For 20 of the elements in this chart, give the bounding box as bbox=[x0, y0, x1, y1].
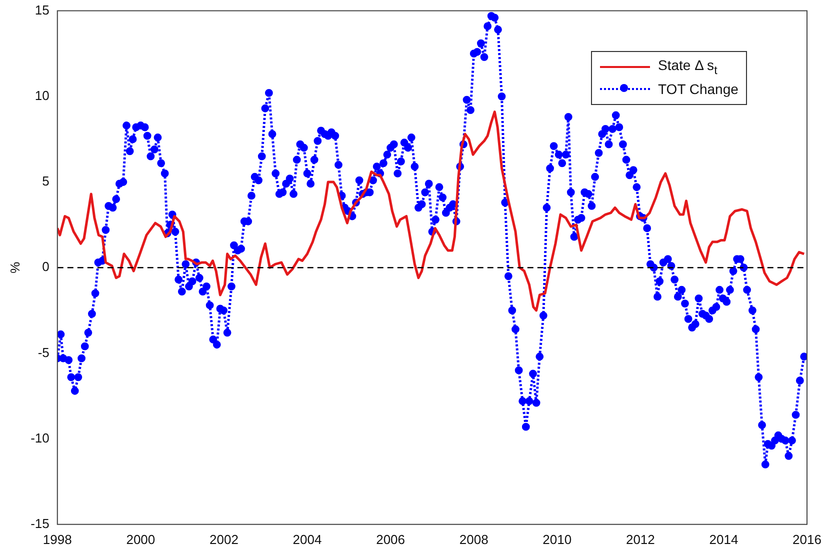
x-tick-label: 2012 bbox=[626, 532, 655, 547]
x-tick-label: 2002 bbox=[210, 532, 238, 547]
y-tick-label: 5 bbox=[42, 174, 50, 189]
x-tick-label: 2000 bbox=[126, 532, 156, 547]
x-tick-label: 2016 bbox=[792, 532, 822, 547]
y-tick-label: -15 bbox=[30, 516, 50, 531]
x-tick-label: 2004 bbox=[292, 532, 322, 547]
y-tick-label: 15 bbox=[34, 2, 50, 18]
x-tick-label: 1998 bbox=[42, 532, 72, 547]
legend-label: TOT Change bbox=[658, 80, 738, 97]
y-tick-label: 10 bbox=[34, 88, 50, 103]
x-tick-label: 2006 bbox=[376, 532, 406, 547]
y-axis-title: % bbox=[7, 261, 22, 274]
y-tick-label: -10 bbox=[30, 430, 50, 446]
x-tick-label: 2010 bbox=[542, 532, 572, 547]
y-tick-label: -5 bbox=[38, 344, 50, 360]
x-tick-label: 2014 bbox=[709, 532, 738, 547]
y-tick-label: 0 bbox=[42, 259, 50, 274]
x-tick-label: 2008 bbox=[459, 532, 488, 547]
legend-label: State Δ s$_{t}$ bbox=[658, 56, 718, 77]
